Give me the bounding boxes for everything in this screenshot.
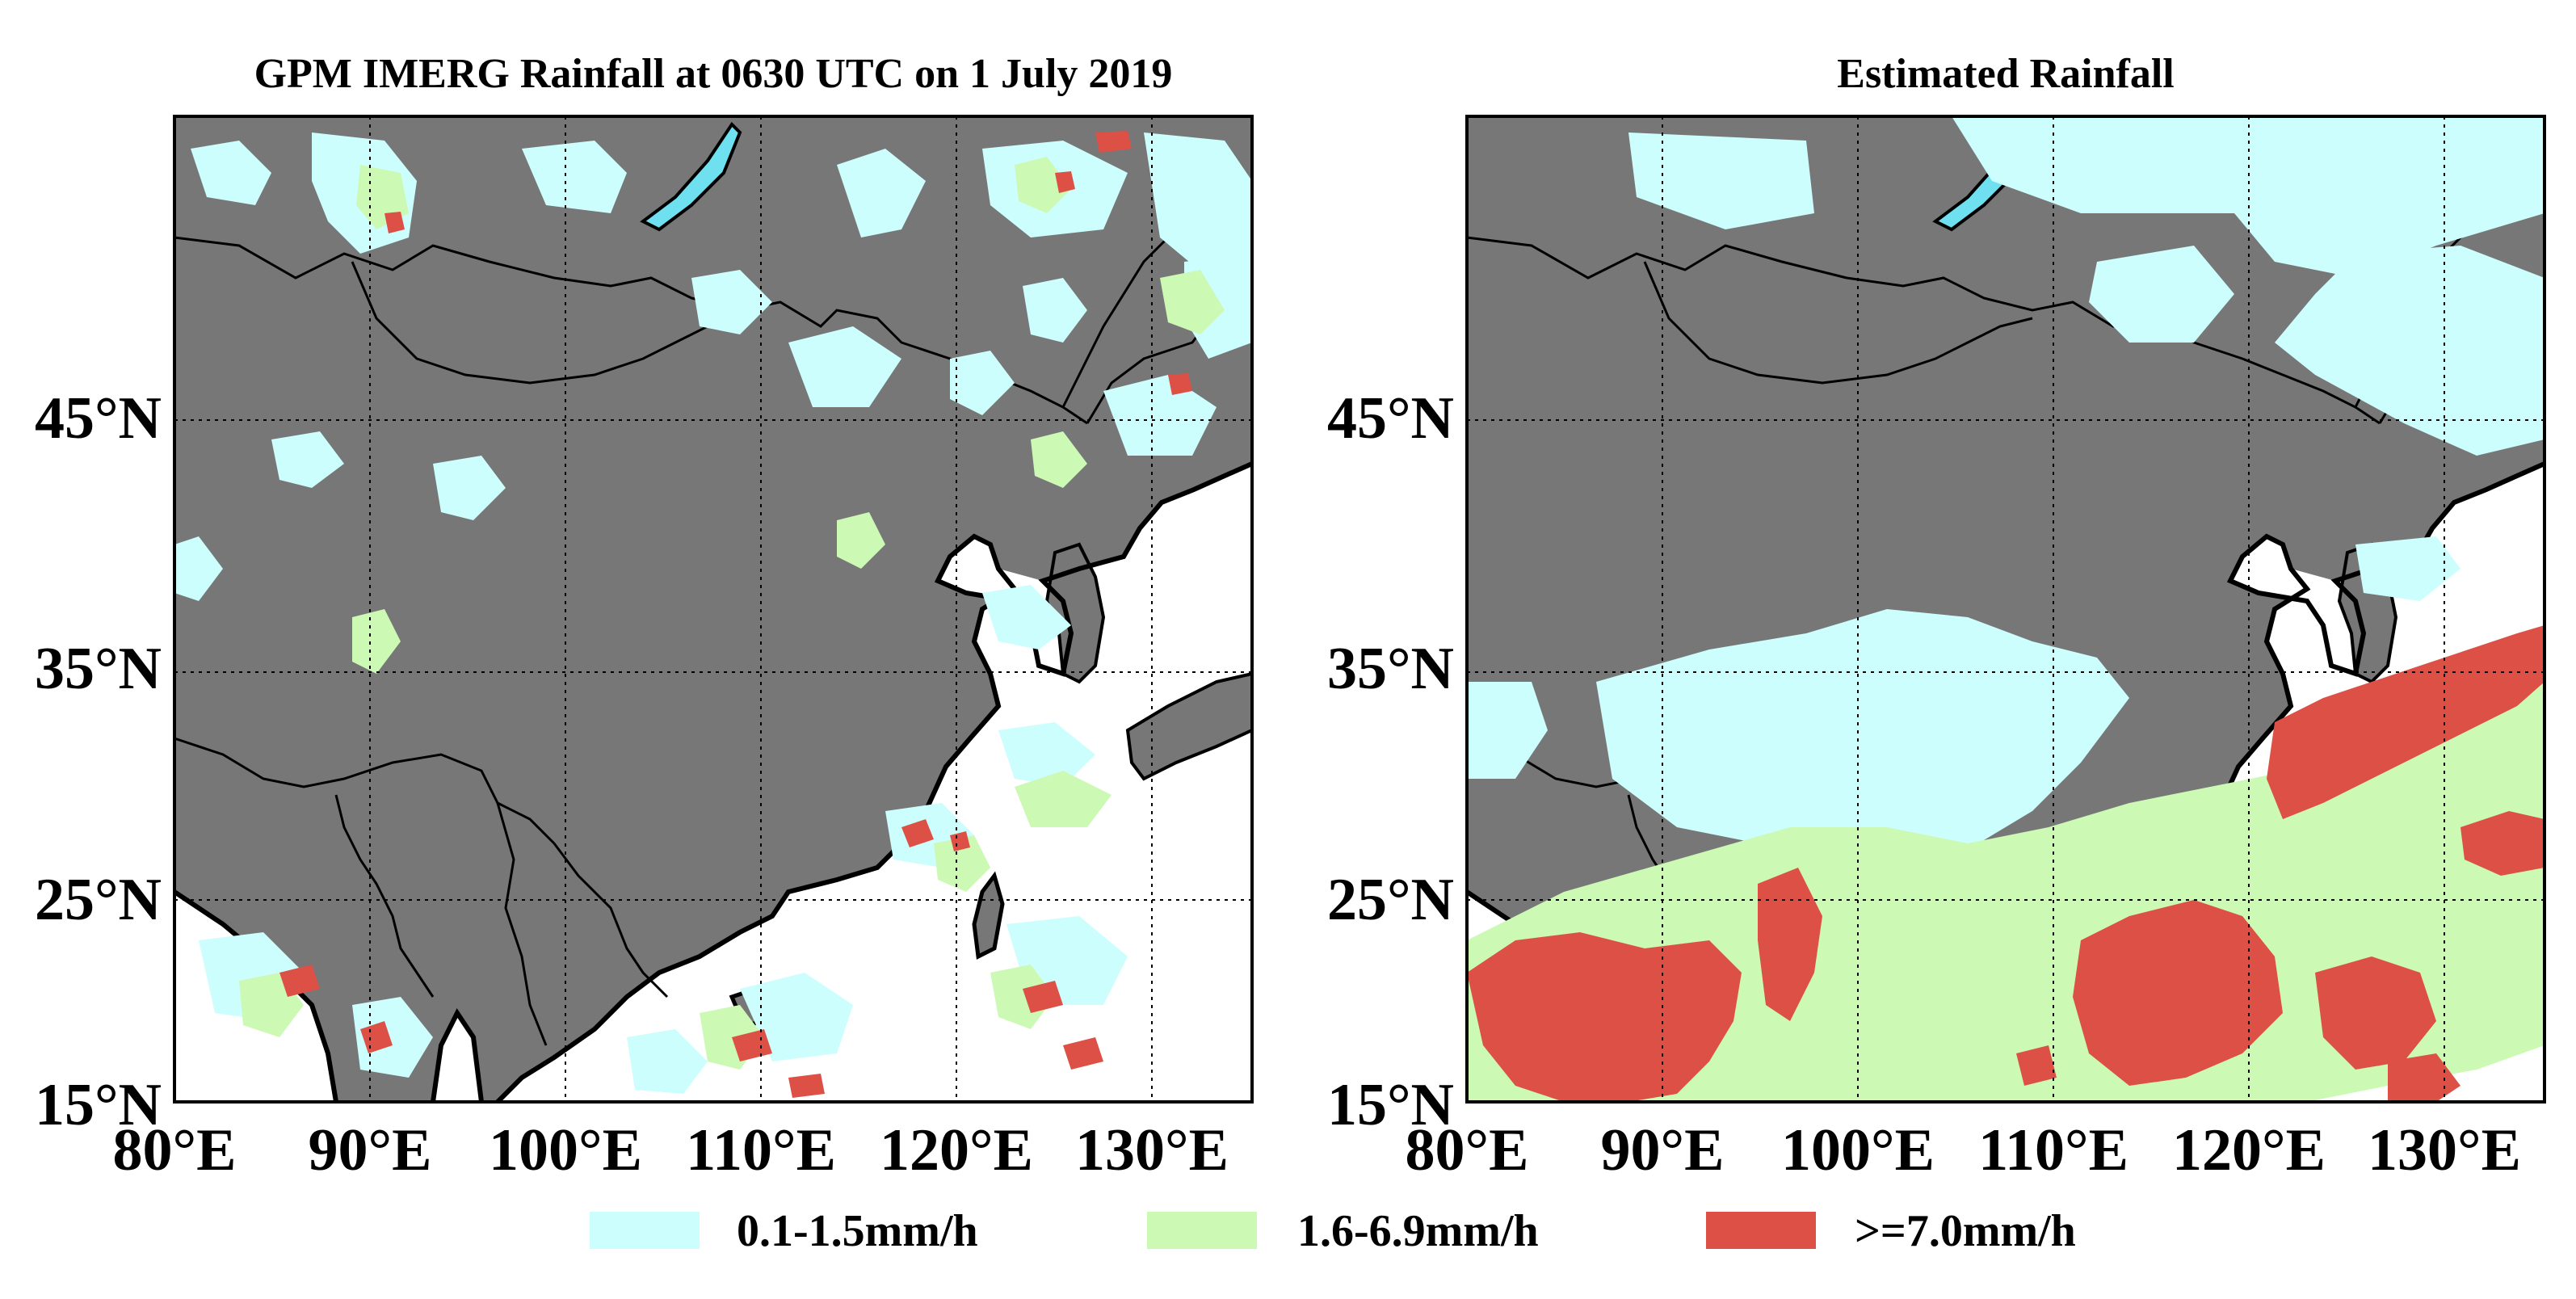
- lon-label: 120°E: [880, 1117, 1033, 1183]
- panel-imerg: [174, 116, 1252, 1102]
- lon-label: 90°E: [1601, 1117, 1725, 1183]
- lat-label: 35°N: [35, 636, 162, 702]
- legend: 0.1-1.5mm/h 1.6-6.9mm/h >=7.0mm/h: [590, 1206, 2076, 1256]
- lon-label: 100°E: [1781, 1117, 1935, 1183]
- gridlines-estimated: [1467, 116, 2544, 1102]
- lon-label: 130°E: [2368, 1117, 2521, 1183]
- legend-swatch-moderate: [1147, 1212, 1257, 1249]
- lon-label: 100°E: [489, 1117, 642, 1183]
- gridlines-imerg: [174, 116, 1252, 1102]
- lon-label: 80°E: [113, 1117, 237, 1183]
- lon-labels-imerg: 80°E 90°E 100°E 110°E 120°E 130°E: [113, 1117, 1229, 1183]
- legend-swatch-heavy: [1706, 1212, 1816, 1249]
- lat-label: 15°N: [35, 1072, 162, 1138]
- lat-labels-imerg: 45°N 35°N 25°N 15°N: [35, 385, 162, 1138]
- legend-label-light: 0.1-1.5mm/h: [737, 1206, 978, 1256]
- lat-label: 45°N: [1327, 385, 1454, 452]
- legend-label-heavy: >=7.0mm/h: [1855, 1206, 2076, 1256]
- lon-labels-estimated: 80°E 90°E 100°E 110°E 120°E 130°E: [1406, 1117, 2521, 1183]
- lon-label: 120°E: [2172, 1117, 2326, 1183]
- lat-label: 25°N: [35, 867, 162, 933]
- panel-estimated: [1467, 116, 2544, 1102]
- lat-label: 35°N: [1327, 636, 1454, 702]
- lon-label: 80°E: [1406, 1117, 1529, 1183]
- lat-label: 25°N: [1327, 867, 1454, 933]
- lat-label: 15°N: [1327, 1072, 1454, 1138]
- lat-labels-estimated: 45°N 35°N 25°N 15°N: [1327, 385, 1454, 1138]
- lat-label: 45°N: [35, 385, 162, 452]
- legend-swatch-light: [590, 1212, 700, 1249]
- panel-title-estimated: Estimated Rainfall: [1837, 51, 2174, 97]
- lon-label: 110°E: [1978, 1117, 2128, 1183]
- lon-label: 130°E: [1075, 1117, 1229, 1183]
- lon-label: 90°E: [309, 1117, 432, 1183]
- rain-field-estimated: [1467, 116, 2544, 1102]
- rain-field-imerg: [174, 131, 1252, 1098]
- panel-title-imerg: GPM IMERG Rainfall at 0630 UTC on 1 July…: [254, 51, 1173, 97]
- legend-label-moderate: 1.6-6.9mm/h: [1297, 1206, 1539, 1256]
- lon-label: 110°E: [686, 1117, 836, 1183]
